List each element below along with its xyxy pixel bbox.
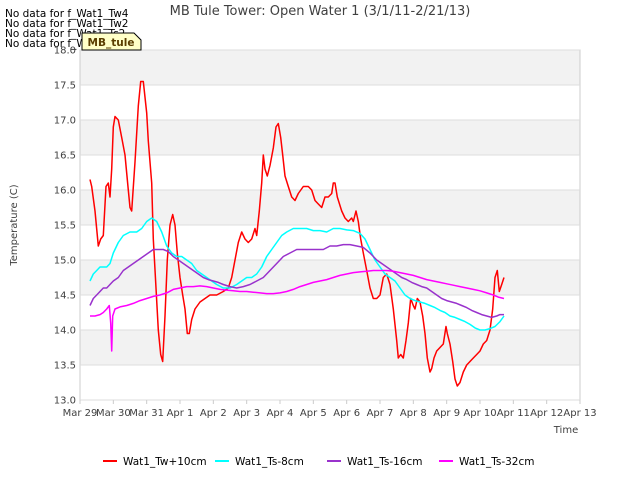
x-tick-label: Apr 3 [233,408,260,419]
nodata-message-tw4: No data for f_Wat1_Tw4 [5,8,129,20]
series-lines [89,80,505,387]
x-tick-label: Mar 31 [129,408,164,419]
x-tick-label: Apr 12 [530,408,563,419]
y-axis-label: Temperature (C) [9,184,20,266]
y-tick-label: 17.0 [54,116,76,127]
y-tick-label: 15.5 [54,221,76,232]
x-tick-label: Apr 9 [433,408,460,419]
x-tick-label: Apr 4 [267,408,294,419]
y-tick-label: 16.0 [54,186,76,197]
y-tick-label: 18.0 [54,46,76,57]
x-tick-label: Apr 10 [463,408,496,419]
x-tick-label: Apr 8 [400,408,427,419]
legend-entry: Wat1_Ts-8cm [235,456,304,468]
y-tick-label: 13.5 [54,361,76,372]
x-tick-label: Apr 11 [497,408,530,419]
y-axis-ticks: 13.0 13.5 14.0 14.5 15.0 15.5 16.0 16.5 17.0 17.5… [54,46,76,407]
series-line-wat1-ts-16cm [89,243,504,319]
y-tick-label: 16.5 [54,151,76,162]
background-band [80,260,580,295]
plot-background-bands [80,50,580,365]
y-tick-label: 17.5 [54,81,76,92]
site-tag-box: MB_tule [81,32,142,51]
x-tick-label: Mar 30 [96,408,131,419]
legend: Wat1_Tw+10cm Wat1_Ts-8cm Wat1_Ts-16cm Wat1_… [103,456,535,468]
x-tick-label: Mar 29 [63,408,98,419]
site-tag-label: MB_tule [88,37,135,49]
x-axis-label: Time [553,425,578,436]
x-tick-label: Apr 7 [367,408,394,419]
series-line-wat1-ts-8cm [89,217,505,331]
background-band [80,50,580,85]
x-tick-label: Apr 2 [200,408,227,419]
legend-entry: Wat1_Ts-32cm [459,456,535,468]
x-tick-label: Apr 6 [333,408,360,419]
x-tick-label: Apr 5 [300,408,327,419]
background-band [80,120,580,155]
series-line-wat1-tw-10cm [89,80,505,387]
legend-entry: Wat1_Tw+10cm [123,456,207,468]
legend-entry: Wat1_Ts-16cm [347,456,423,468]
x-tick-label: Apr 1 [167,408,194,419]
nodata-message-tw2: No data for f_Wat1_Tw2 [5,18,129,30]
y-tick-label: 14.5 [54,291,76,302]
chart-title: MB Tule Tower: Open Water 1 (3/1/11-2/21… [170,4,471,19]
y-tick-label: 13.0 [54,396,76,407]
series-line-wat1-ts-32cm [90,269,505,352]
gridlines [80,49,580,401]
y-tick-label: 14.0 [54,326,76,337]
y-tick-label: 15.0 [54,256,76,267]
background-band [80,330,580,365]
x-tick-label: Apr 13 [563,408,596,419]
